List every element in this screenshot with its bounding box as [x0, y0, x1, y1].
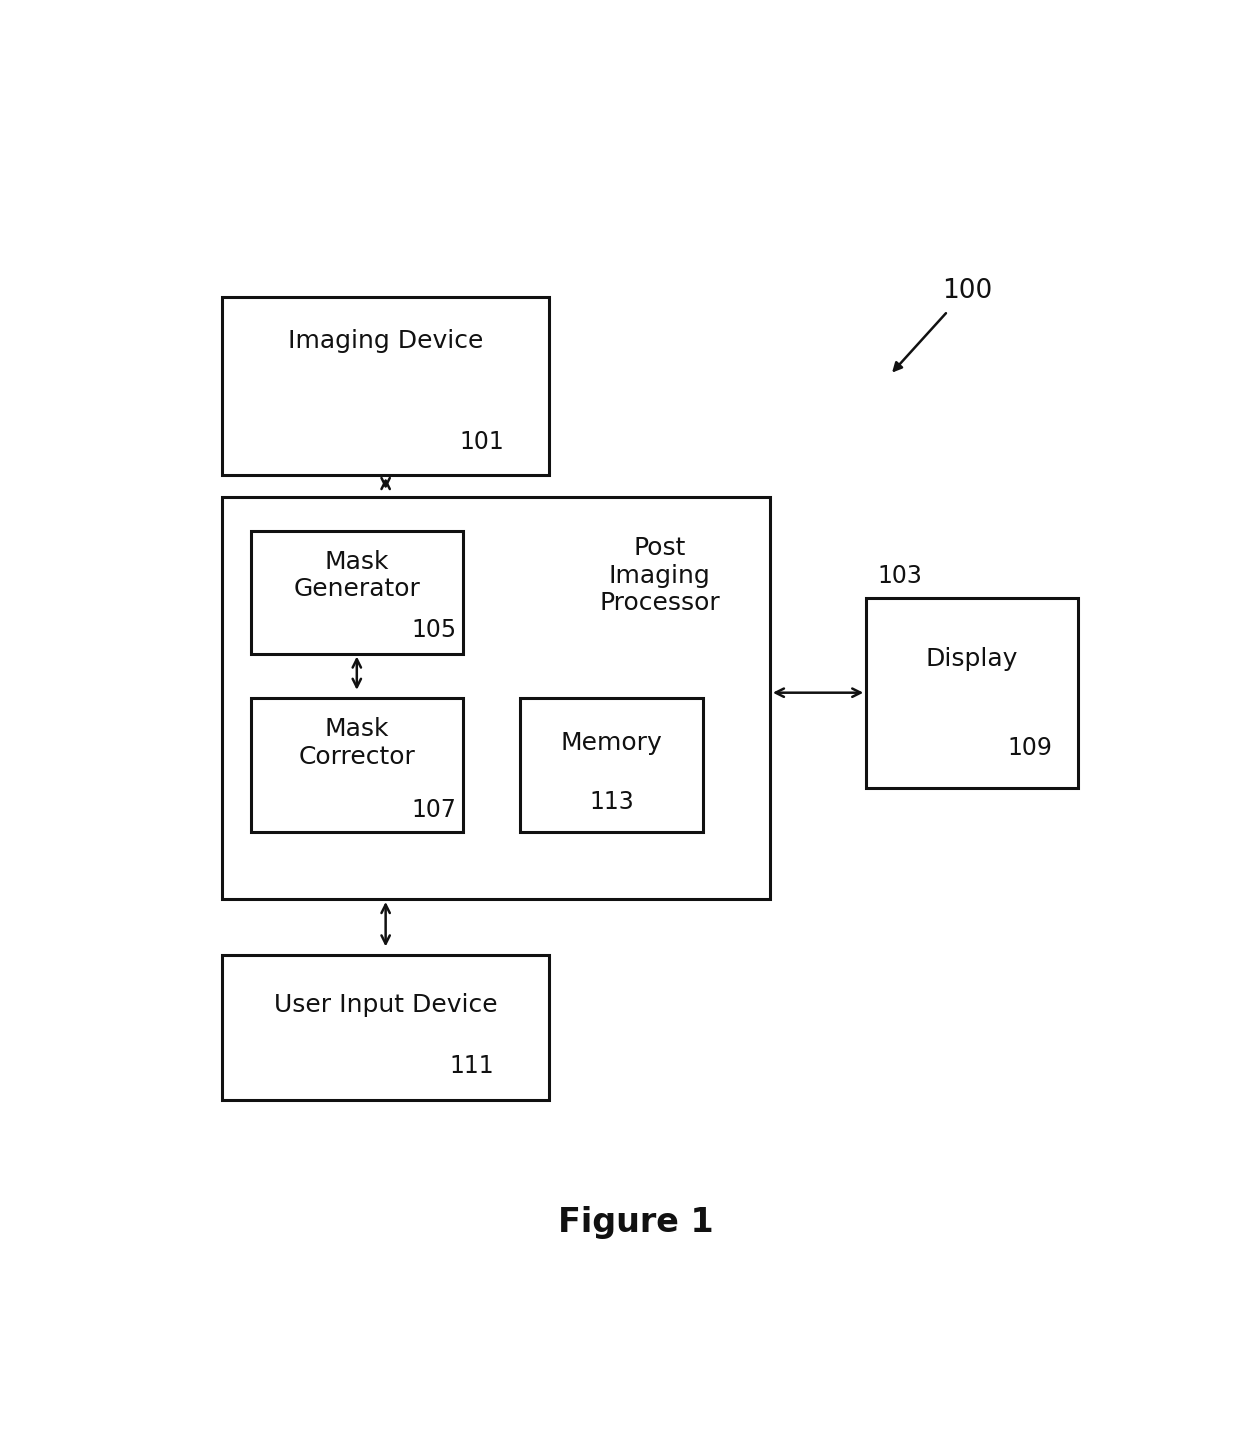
- Bar: [222, 297, 549, 475]
- Text: Post
Imaging
Processor: Post Imaging Processor: [599, 536, 720, 616]
- Bar: [866, 598, 1078, 788]
- Text: Figure 1: Figure 1: [558, 1206, 713, 1239]
- Text: 100: 100: [942, 278, 992, 304]
- Text: 105: 105: [412, 619, 456, 642]
- Text: Mask
Corrector: Mask Corrector: [299, 717, 415, 769]
- Text: 113: 113: [589, 790, 634, 814]
- Bar: [521, 698, 703, 832]
- Bar: [250, 698, 463, 832]
- Bar: [222, 497, 770, 898]
- Text: 103: 103: [878, 564, 923, 587]
- Text: User Input Device: User Input Device: [274, 993, 497, 1017]
- Text: Mask
Generator: Mask Generator: [294, 549, 420, 601]
- Text: Display: Display: [926, 648, 1018, 671]
- Text: Memory: Memory: [560, 730, 662, 755]
- Bar: [250, 530, 463, 653]
- Text: 101: 101: [459, 430, 505, 454]
- Text: 109: 109: [1007, 736, 1052, 761]
- Text: 107: 107: [412, 798, 456, 822]
- Text: Imaging Device: Imaging Device: [288, 329, 484, 354]
- Bar: [222, 955, 549, 1100]
- Text: 111: 111: [450, 1055, 495, 1078]
